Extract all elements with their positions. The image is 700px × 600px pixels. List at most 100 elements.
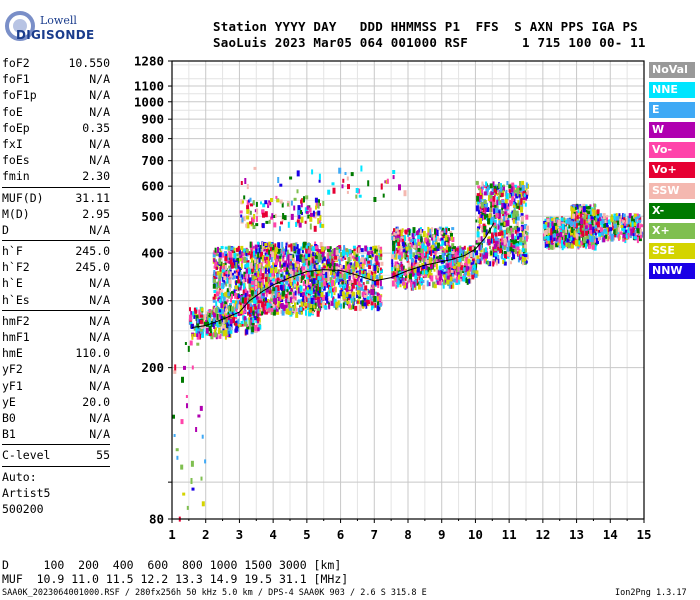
echo-point [193, 327, 197, 331]
echo-point [228, 265, 231, 269]
echo-point [271, 244, 275, 251]
echo-point [521, 215, 525, 222]
echo-point [288, 291, 292, 295]
echo-point [228, 260, 231, 264]
echo-point [544, 230, 546, 237]
echo-point [221, 331, 224, 337]
echo-point [374, 245, 378, 250]
echo-point [276, 199, 280, 203]
echo-point [218, 328, 221, 332]
echo-point [619, 231, 623, 235]
echo-point [420, 267, 424, 273]
param-row: foE N/A [2, 105, 110, 121]
echo-point [201, 434, 204, 439]
autoscaling-info: Artist5 [2, 485, 51, 500]
echo-point [372, 284, 375, 289]
echo-point [218, 252, 222, 258]
echo-point [187, 345, 190, 352]
echo-point [448, 284, 451, 289]
echo-point [416, 266, 420, 273]
echo-point [613, 223, 617, 229]
echo-point [249, 303, 252, 309]
echo-point [375, 274, 379, 279]
echo-point [481, 183, 484, 190]
x-tick-label: 4 [269, 527, 277, 542]
echo-point [251, 222, 254, 226]
echo-point [446, 275, 450, 280]
echo-point [462, 267, 466, 272]
echo-point [303, 241, 307, 246]
echo-point [331, 248, 334, 254]
echo-point [551, 235, 554, 241]
echo-point [350, 172, 354, 177]
echo-point [408, 245, 412, 250]
echo-point [290, 200, 293, 206]
echo-point [238, 285, 242, 291]
echo-point [394, 256, 398, 260]
echo-point [283, 283, 286, 287]
echo-point [499, 186, 503, 193]
echo-point [264, 267, 267, 274]
echo-point [376, 305, 380, 312]
echo-point [551, 218, 554, 221]
echo-point [295, 260, 299, 267]
echo-point [356, 287, 360, 291]
echo-point [224, 251, 228, 257]
echo-point [500, 183, 502, 188]
echo-point [519, 237, 523, 243]
echo-point [416, 270, 420, 276]
echo-point [498, 182, 501, 188]
echo-point [404, 282, 408, 289]
echo-point [511, 198, 514, 205]
echo-point [488, 213, 491, 219]
echo-point [182, 492, 186, 496]
echo-point [416, 262, 420, 269]
echo-point [454, 258, 457, 263]
trace-line [192, 222, 495, 328]
echo-point [273, 300, 276, 306]
echo-point [524, 260, 528, 264]
x-tick-label: 12 [535, 527, 550, 542]
echo-point [285, 267, 289, 272]
echo-point [253, 263, 257, 268]
echo-point [589, 204, 592, 208]
echo-point [227, 290, 231, 296]
echo-point [374, 280, 377, 286]
echo-point [289, 269, 293, 273]
echo-point [582, 237, 586, 244]
echo-point [553, 222, 557, 226]
echo-point [514, 218, 517, 224]
param-row: fmin 2.30 [2, 169, 110, 185]
echo-point [299, 285, 303, 292]
x-tick-label: 5 [303, 527, 311, 542]
echo-point [258, 317, 261, 323]
echo-point [605, 234, 608, 239]
param-label: yE [2, 394, 16, 409]
echo-point [204, 459, 207, 464]
echo-point [262, 203, 266, 208]
echo-point [499, 200, 502, 205]
echo-point [491, 201, 494, 206]
echo-point [571, 207, 575, 214]
echo-point [564, 234, 567, 239]
echo-point [604, 220, 607, 223]
echo-point [553, 238, 556, 245]
echo-point [225, 264, 227, 270]
echo-point [267, 299, 270, 304]
echo-point [420, 280, 424, 286]
echo-point [518, 232, 522, 239]
echo-point [230, 291, 234, 297]
echo-point [522, 253, 526, 257]
echo-point [346, 300, 350, 304]
echo-point [246, 262, 250, 269]
param-value: 2.95 [82, 206, 110, 221]
echo-point [223, 263, 225, 267]
echo-point [253, 214, 256, 219]
echo-point [586, 239, 589, 244]
echo-point [196, 331, 199, 337]
echo-point [350, 269, 353, 274]
echo-point [493, 222, 497, 226]
echo-point [630, 228, 634, 232]
echo-point [350, 255, 354, 259]
echo-point [521, 234, 524, 240]
